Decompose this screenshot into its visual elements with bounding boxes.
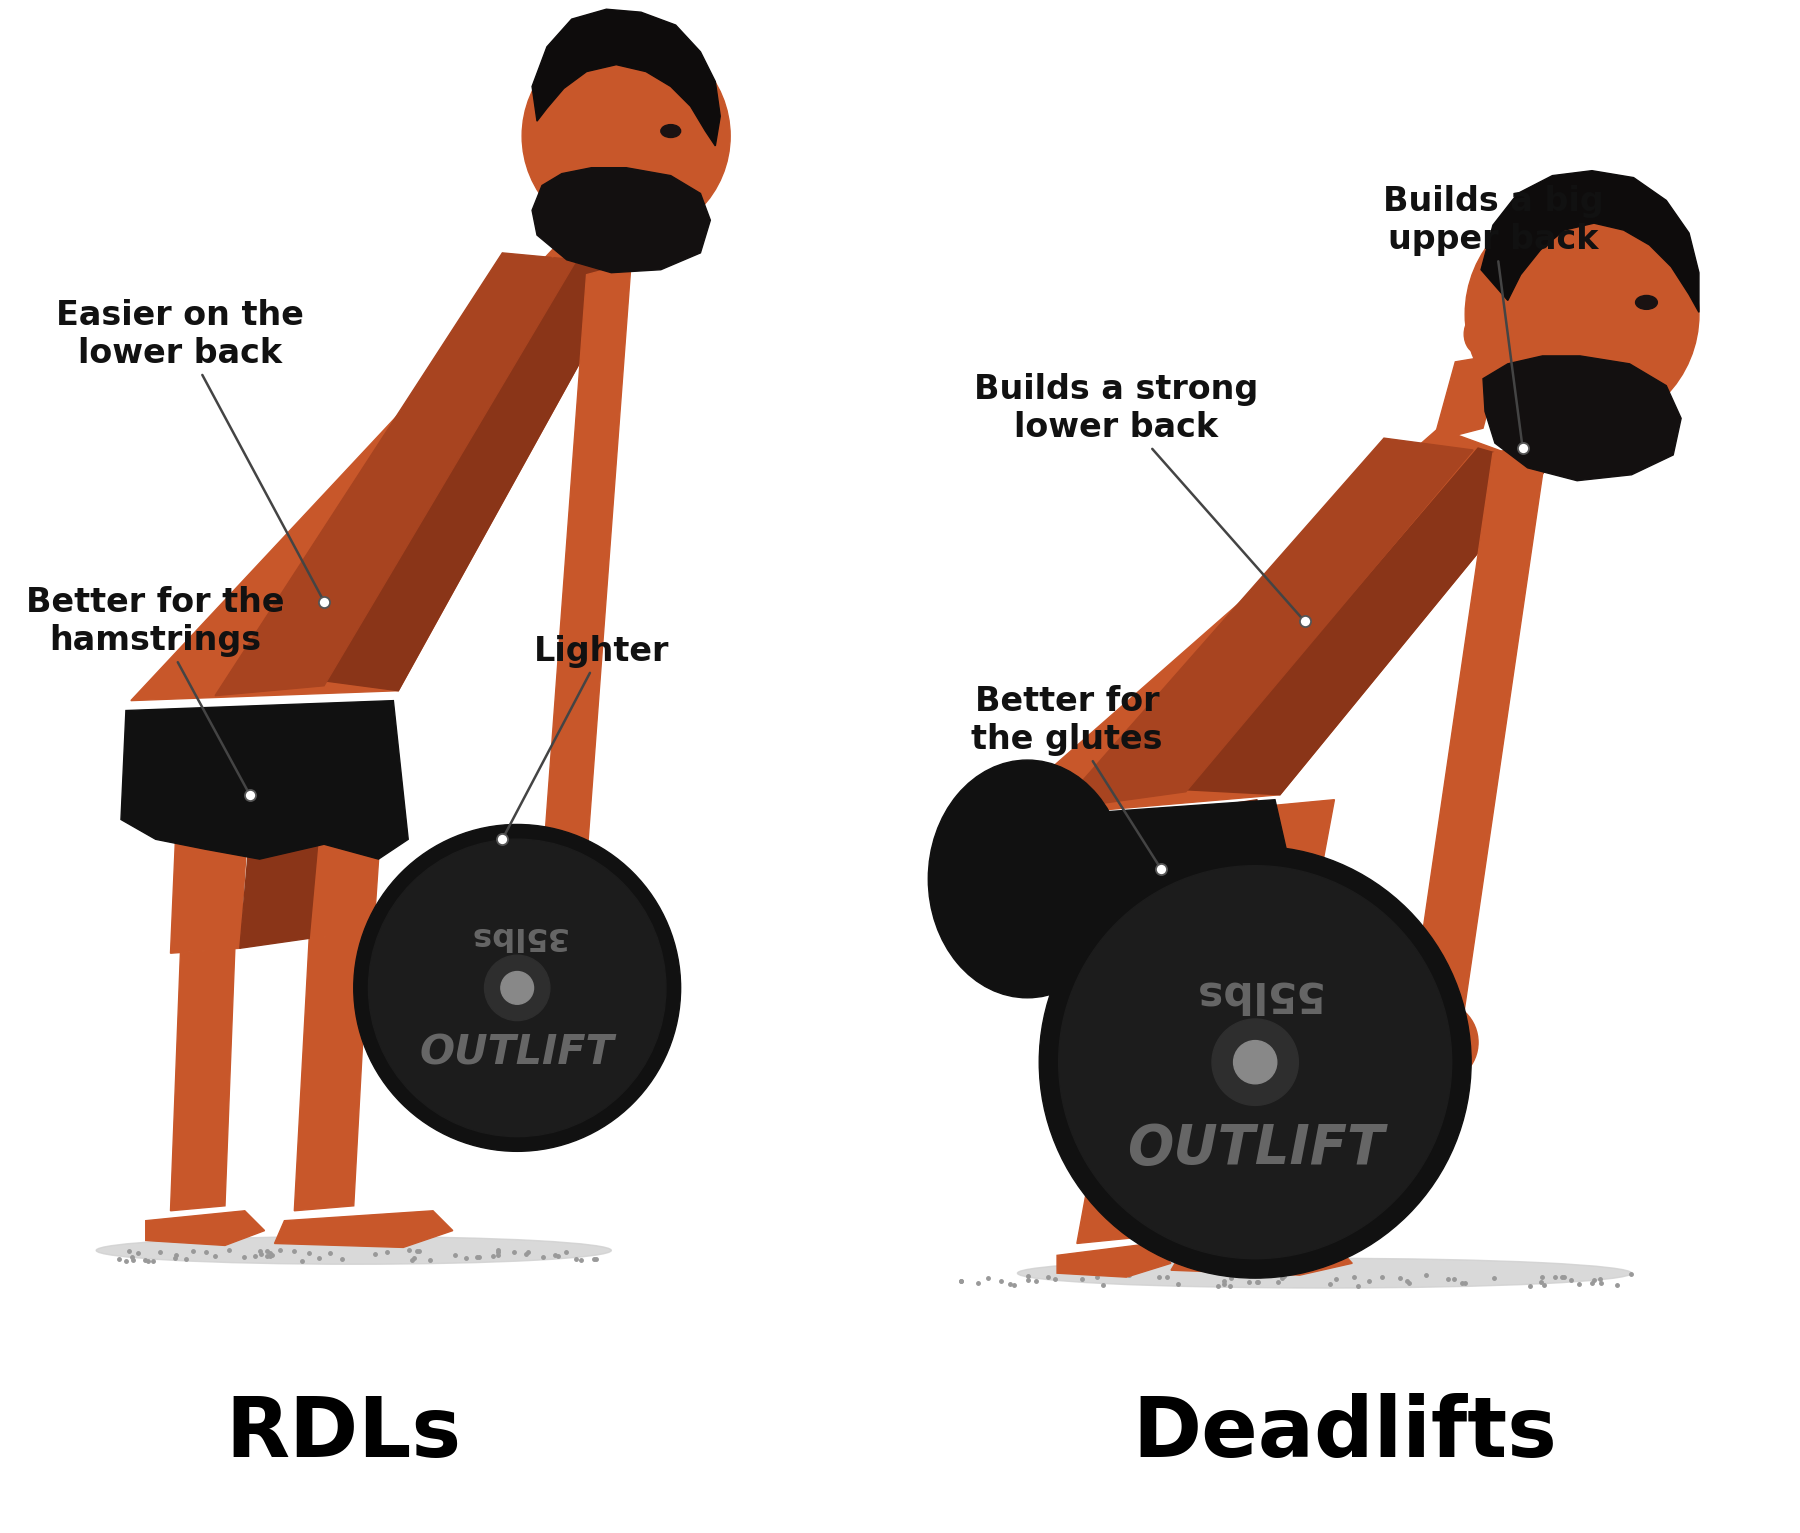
Text: Builds a big
upper back: Builds a big upper back xyxy=(1382,184,1604,445)
Polygon shape xyxy=(324,258,632,691)
Polygon shape xyxy=(121,701,409,858)
Polygon shape xyxy=(1175,800,1256,1018)
Polygon shape xyxy=(533,9,720,146)
Text: 55lbs: 55lbs xyxy=(1192,972,1319,1015)
Polygon shape xyxy=(214,253,576,696)
Polygon shape xyxy=(275,1211,454,1248)
Polygon shape xyxy=(1481,170,1699,313)
Text: OUTLIFT: OUTLIFT xyxy=(1127,1122,1384,1176)
Polygon shape xyxy=(1057,438,1472,809)
Polygon shape xyxy=(553,181,616,258)
Polygon shape xyxy=(1409,442,1548,1027)
Ellipse shape xyxy=(929,760,1127,998)
Ellipse shape xyxy=(1017,1259,1631,1288)
Text: Better for the
hamstrings: Better for the hamstrings xyxy=(27,586,284,793)
Ellipse shape xyxy=(526,132,553,170)
Polygon shape xyxy=(536,262,632,943)
Polygon shape xyxy=(1102,809,1215,1023)
Polygon shape xyxy=(992,428,1548,820)
Polygon shape xyxy=(1186,448,1548,794)
Circle shape xyxy=(1058,866,1451,1259)
Circle shape xyxy=(1233,1041,1276,1084)
Polygon shape xyxy=(131,245,632,701)
Text: OUTLIFT: OUTLIFT xyxy=(419,1033,614,1073)
Polygon shape xyxy=(1076,1023,1181,1243)
Text: Deadlifts: Deadlifts xyxy=(1132,1393,1557,1475)
Polygon shape xyxy=(171,721,254,954)
Polygon shape xyxy=(1195,1016,1291,1240)
Polygon shape xyxy=(1433,354,1503,442)
Text: RDLs: RDLs xyxy=(225,1393,463,1475)
Polygon shape xyxy=(533,167,711,273)
Circle shape xyxy=(1211,1019,1298,1105)
Circle shape xyxy=(500,972,533,1004)
Ellipse shape xyxy=(95,1237,612,1265)
Circle shape xyxy=(522,920,598,996)
Polygon shape xyxy=(295,934,369,1211)
Circle shape xyxy=(522,32,731,241)
Ellipse shape xyxy=(1463,314,1494,354)
Text: Builds a strong
lower back: Builds a strong lower back xyxy=(974,373,1303,619)
Ellipse shape xyxy=(1636,296,1658,310)
Circle shape xyxy=(369,839,666,1136)
Text: Better for
the glutes: Better for the glutes xyxy=(972,685,1163,866)
Circle shape xyxy=(484,955,549,1021)
Polygon shape xyxy=(239,721,329,949)
Text: Lighter: Lighter xyxy=(504,635,670,837)
Ellipse shape xyxy=(661,124,680,138)
Polygon shape xyxy=(1057,1243,1172,1277)
Polygon shape xyxy=(146,1211,265,1245)
Circle shape xyxy=(1039,846,1471,1279)
Text: Easier on the
lower back: Easier on the lower back xyxy=(56,299,322,599)
Circle shape xyxy=(355,825,680,1151)
Polygon shape xyxy=(995,800,1300,983)
Polygon shape xyxy=(1172,1243,1352,1275)
Circle shape xyxy=(1465,198,1699,431)
Polygon shape xyxy=(1220,800,1334,1018)
Polygon shape xyxy=(171,949,234,1211)
Text: 35lbs: 35lbs xyxy=(468,920,567,950)
Polygon shape xyxy=(304,716,389,938)
Circle shape xyxy=(1395,1001,1478,1084)
Polygon shape xyxy=(1483,356,1681,481)
